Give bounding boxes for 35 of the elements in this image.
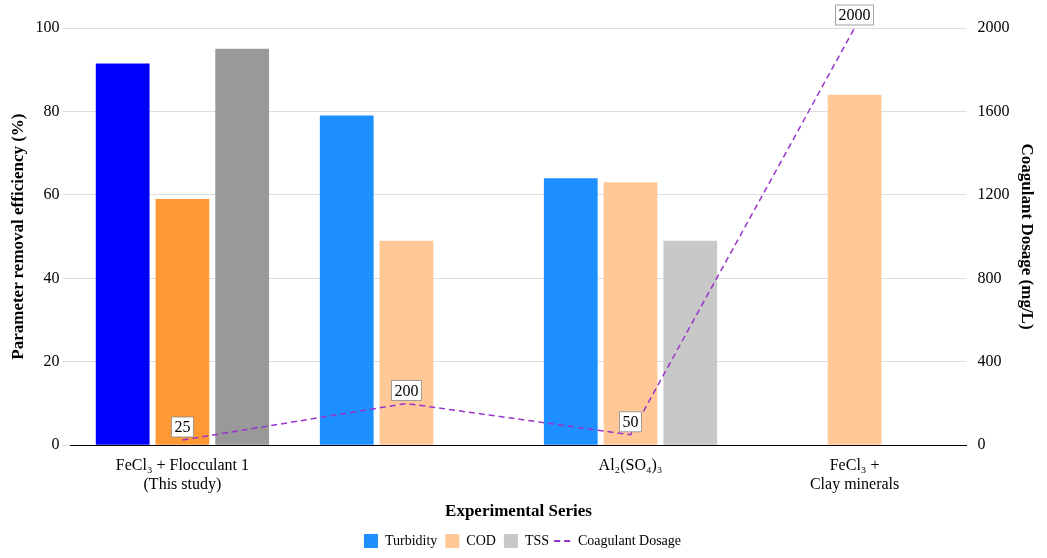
- y-tick-label: 60: [43, 185, 60, 203]
- y2-tick-label: 800: [977, 268, 1002, 286]
- y-tick-label: 0: [51, 435, 60, 453]
- bar: [319, 115, 374, 445]
- x-tick-label: FeCl₃ + Flocculant 1 (This study): [115, 456, 250, 494]
- data-label: 200: [394, 381, 419, 399]
- bar: [663, 240, 718, 445]
- y2-tick-label: 1200: [977, 185, 1010, 203]
- legend-label: Coagulant Dosage: [578, 532, 682, 548]
- bar: [215, 48, 270, 445]
- data-label: 50: [622, 412, 639, 430]
- x-tick-label: FeCl₃ + Clay minerals: [809, 456, 900, 494]
- x-tick-label: Al₂(SO₄)₃: [598, 456, 663, 474]
- y-tick-label: 100: [35, 18, 60, 36]
- bar: [379, 240, 434, 445]
- legend-label: Turbidity: [384, 532, 438, 548]
- y2-tick-label: 2000: [977, 18, 1010, 36]
- data-label: 25: [174, 418, 191, 436]
- bar: [827, 94, 882, 445]
- x-axis-title: Experimental Series: [445, 501, 593, 521]
- y-tick-label: 40: [43, 268, 60, 286]
- y2-tick-label: 0: [977, 435, 986, 453]
- y-tick-label: 80: [43, 101, 60, 119]
- y2-tick-label: 400: [977, 351, 1002, 369]
- y2-tick-label: 1600: [977, 101, 1010, 119]
- bar: [95, 63, 150, 445]
- data-label: 2000: [838, 6, 871, 24]
- bar: [603, 182, 658, 445]
- bar: [155, 199, 210, 445]
- legend-label: COD: [466, 532, 496, 548]
- y-axis-title: Parameter removal efficiency (%): [7, 113, 27, 360]
- legend-label: TSS: [524, 532, 550, 548]
- y2-axis-title: Coagulant Dosage (mg/L): [1018, 143, 1038, 330]
- y-tick-label: 20: [43, 351, 60, 369]
- bar: [543, 178, 598, 445]
